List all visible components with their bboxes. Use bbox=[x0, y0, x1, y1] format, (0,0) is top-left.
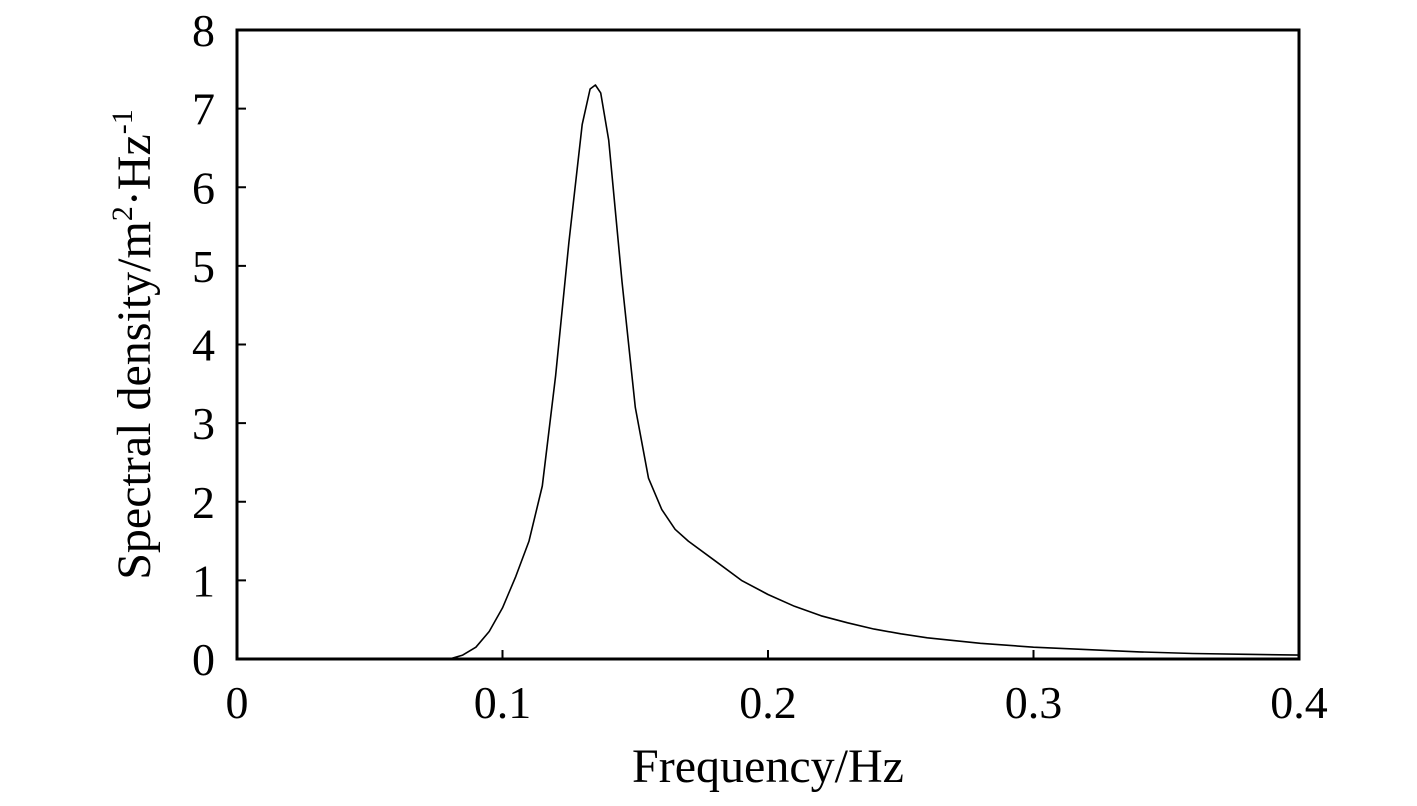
y-tick-label: 2 bbox=[192, 477, 215, 528]
y-tick-label: 3 bbox=[192, 398, 215, 449]
series-layer bbox=[237, 84, 1300, 660]
x-axis-title: Frequency/Hz bbox=[632, 740, 904, 793]
y-tick-labels: 0 1 2 3 4 5 6 7 8 bbox=[192, 5, 215, 685]
x-tick-label: 0.3 bbox=[1005, 677, 1063, 728]
y-tick-label: 4 bbox=[192, 320, 215, 371]
x-tick-labels: 0 0.1 0.2 0.3 0.4 bbox=[226, 677, 1328, 728]
y-tick-label: 7 bbox=[192, 84, 215, 135]
y-axis-title: Spectral density/m2·Hz-1 bbox=[106, 109, 161, 580]
y-tick-label: 6 bbox=[192, 162, 215, 213]
y-axis-title-base: Spectral density/m bbox=[108, 221, 161, 580]
x-tick-label: 0 bbox=[226, 677, 249, 728]
y-tick-label: 1 bbox=[192, 555, 215, 606]
y-axis-title-sup1: 2 bbox=[106, 206, 139, 221]
y-tick-label: 5 bbox=[192, 241, 215, 292]
y-tick-label: 8 bbox=[192, 5, 215, 56]
y-tick-label: 0 bbox=[192, 634, 215, 685]
y-axis-title-mid: ·Hz bbox=[108, 134, 161, 206]
x-tick-label: 0.1 bbox=[474, 677, 532, 728]
ticks-layer bbox=[237, 107, 1035, 659]
x-tick-label: 0.2 bbox=[739, 677, 797, 728]
x-tick-label: 0.4 bbox=[1270, 677, 1328, 728]
series-line bbox=[237, 84, 1300, 660]
plot-frame bbox=[235, 28, 1301, 661]
y-axis-title-sup2: -1 bbox=[106, 109, 139, 134]
